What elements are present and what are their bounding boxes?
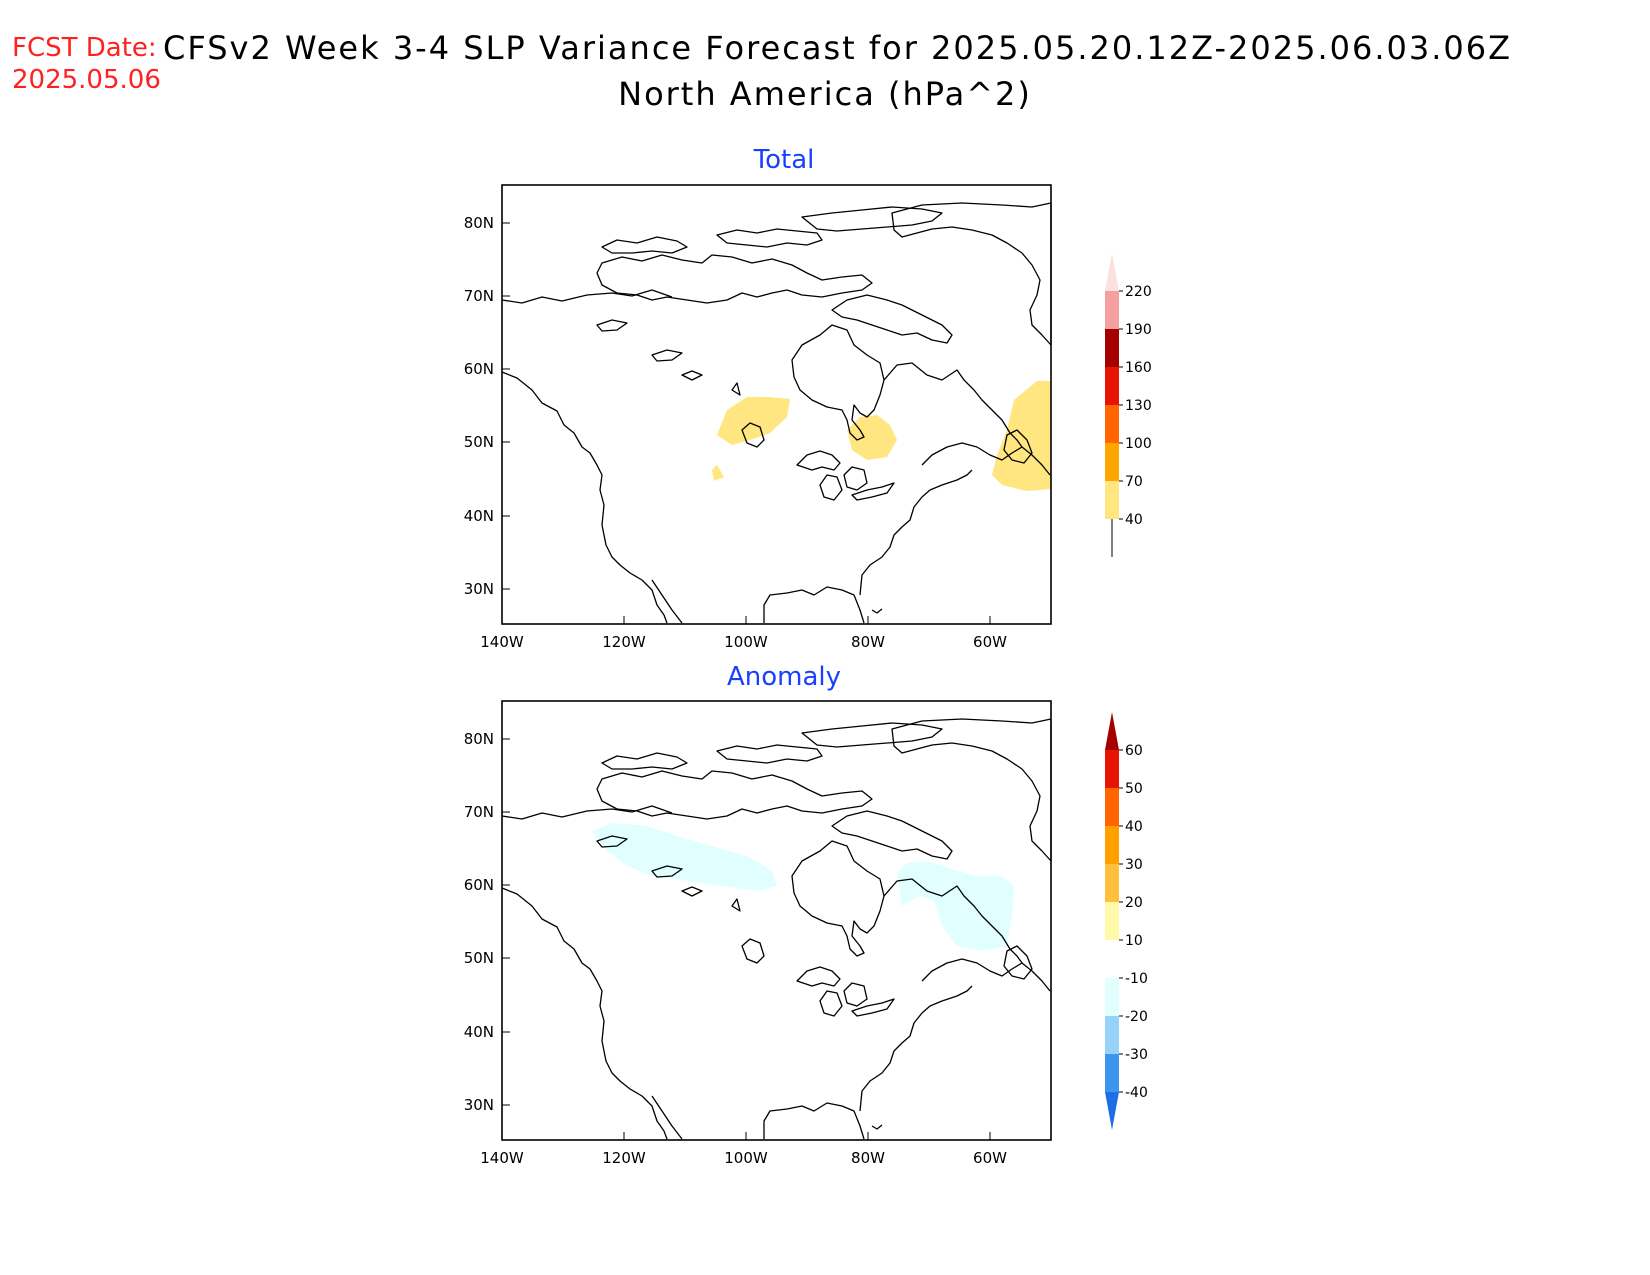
lon-tick-label: 60W	[973, 1149, 1007, 1167]
fcst-date-label: FCST Date:	[12, 33, 157, 63]
colorbar-box	[1105, 1054, 1119, 1092]
map-frame-anomaly	[501, 700, 1052, 1141]
lat-tick-label: 70N	[464, 803, 494, 821]
colorbar-box	[1105, 1016, 1119, 1054]
lat-tick-label: 60N	[464, 876, 494, 894]
lat-tick-label: 50N	[464, 949, 494, 967]
colorbar-box	[1105, 481, 1119, 519]
colorbar-label: -10	[1125, 971, 1148, 987]
lon-tick-label: 120W	[602, 1149, 646, 1167]
map-panel-total	[501, 184, 1052, 625]
colorbar-box	[1105, 788, 1119, 826]
panel-title-total: Total	[753, 145, 815, 175]
colorbar-box	[1105, 329, 1119, 367]
lat-tick-label: 30N	[464, 580, 494, 598]
colorbar-label: 100	[1125, 436, 1152, 452]
shade-total-prairies-small	[712, 465, 724, 481]
shade-anomaly-quebec	[897, 861, 1014, 951]
colorbar-label: 220	[1125, 284, 1152, 300]
colorbar-label: 40	[1125, 819, 1143, 835]
shade-total-newfoundland	[992, 381, 1051, 491]
colorbar-box	[1105, 978, 1119, 1016]
shade-total-prairies	[717, 397, 790, 445]
lat-tick-label: 80N	[464, 730, 494, 748]
colorbar-label: 20	[1125, 895, 1143, 911]
panel-title-anomaly: Anomaly	[726, 662, 842, 692]
axis-ticks: 140W 120W 100W 80W 60W 80N 70N 60N 50N 40N 30N 140W…	[464, 214, 1007, 1167]
colorbar-top-arrow	[1105, 253, 1119, 291]
colorbar-label: 70	[1125, 474, 1143, 490]
colorbar-box	[1105, 291, 1119, 329]
fcst-date-value: 2025.05.06	[12, 65, 161, 95]
colorbar-box	[1105, 443, 1119, 481]
colorbar-box	[1105, 367, 1119, 405]
lat-tick-label: 70N	[464, 287, 494, 305]
lat-tick-label: 30N	[464, 1096, 494, 1114]
colorbar-box	[1105, 405, 1119, 443]
lon-tick-label: 100W	[724, 1149, 768, 1167]
colorbar-label: -30	[1125, 1047, 1148, 1063]
colorbar-label: 30	[1125, 857, 1143, 873]
lon-tick-label: 140W	[480, 1149, 524, 1167]
shade-total-ontario	[847, 415, 897, 460]
colorbar-label: 60	[1125, 743, 1143, 759]
colorbar-label: -40	[1125, 1085, 1148, 1101]
lat-tick-label: 60N	[464, 360, 494, 378]
colorbar-box	[1105, 750, 1119, 788]
colorbar-label: 50	[1125, 781, 1143, 797]
shade-anomaly-north	[592, 823, 777, 891]
lat-tick-label: 50N	[464, 433, 494, 451]
lon-tick-label: 80W	[851, 633, 885, 651]
colorbar-label: 160	[1125, 360, 1152, 376]
colorbar-box	[1105, 902, 1119, 940]
figure-title: CFSv2 Week 3-4 SLP Variance Forecast for…	[163, 29, 1513, 67]
lat-tick-label: 40N	[464, 507, 494, 525]
colorbar-top-arrow	[1105, 712, 1119, 750]
lat-tick-label: 40N	[464, 1023, 494, 1041]
colorbar-label: 10	[1125, 933, 1143, 949]
colorbar-box	[1105, 940, 1119, 978]
map-panel-anomaly	[501, 700, 1052, 1141]
colorbar-label: -20	[1125, 1009, 1148, 1025]
colorbars: 40 70 100 130 160 190 220 -40 -30 -20 -10 10 20 30 40 5…	[1105, 253, 1152, 1130]
colorbar-label: 130	[1125, 398, 1152, 414]
colorbar-label: 40	[1125, 512, 1143, 528]
lat-tick-label: 80N	[464, 214, 494, 232]
colorbar-box	[1105, 864, 1119, 902]
map-frame-total	[501, 184, 1052, 625]
lon-tick-label: 100W	[724, 633, 768, 651]
colorbar-box	[1105, 826, 1119, 864]
colorbar-bottom-arrow	[1105, 1092, 1119, 1130]
lon-tick-label: 140W	[480, 633, 524, 651]
colorbar-label: 190	[1125, 322, 1152, 338]
lon-tick-label: 120W	[602, 633, 646, 651]
lon-tick-label: 80W	[851, 1149, 885, 1167]
lon-tick-label: 60W	[973, 633, 1007, 651]
figure-subtitle: North America (hPa^2)	[618, 75, 1032, 113]
